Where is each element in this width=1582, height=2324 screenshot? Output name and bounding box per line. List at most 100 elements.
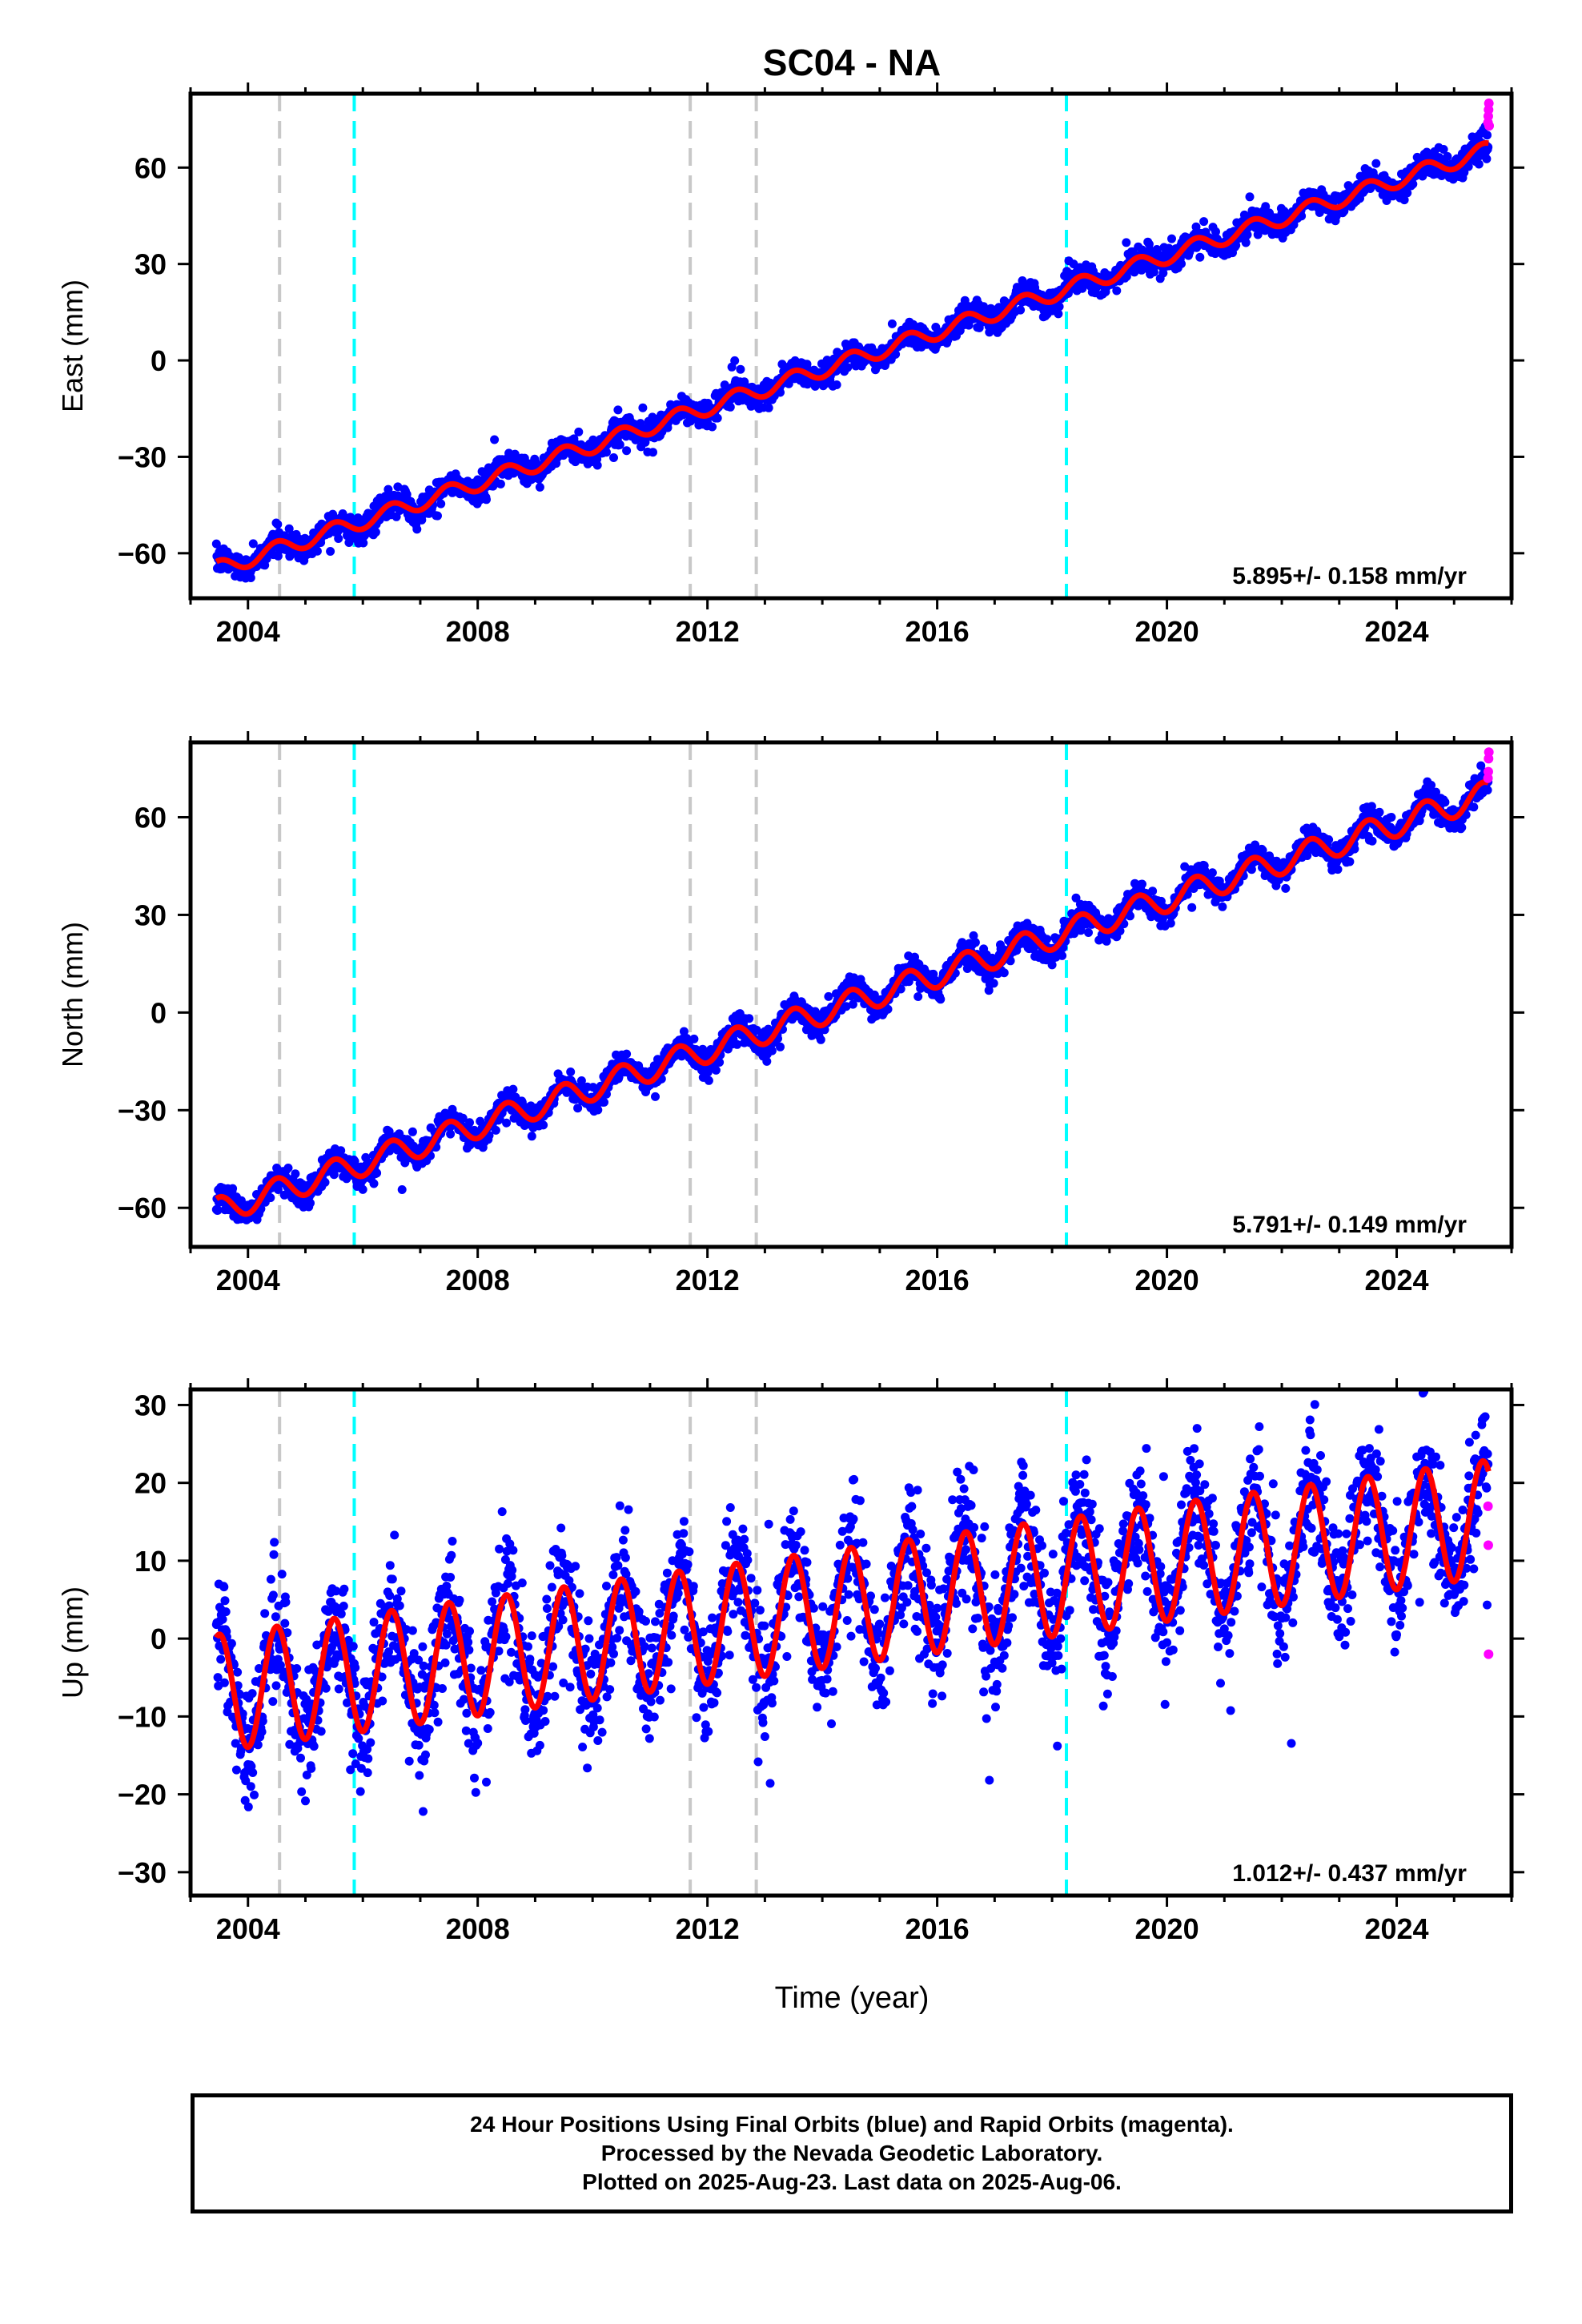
chart-title: SC04 - NA bbox=[763, 42, 941, 83]
data-point bbox=[1084, 928, 1093, 937]
data-point bbox=[816, 1035, 825, 1044]
data-point bbox=[784, 379, 793, 388]
data-point bbox=[1243, 230, 1252, 239]
data-point bbox=[496, 479, 505, 489]
data-point bbox=[824, 991, 833, 1001]
data-point bbox=[689, 1034, 699, 1043]
data-point bbox=[1199, 217, 1209, 227]
data-point bbox=[622, 1049, 632, 1059]
data-point bbox=[371, 528, 380, 537]
data-point bbox=[1122, 238, 1131, 247]
data-point bbox=[887, 319, 897, 328]
east-x-tick-label: 2024 bbox=[1364, 615, 1428, 648]
data-point bbox=[1281, 883, 1291, 893]
data-point bbox=[745, 1014, 754, 1023]
data-point bbox=[615, 440, 624, 449]
east-y-tick-label: 0 bbox=[151, 344, 167, 377]
data-point bbox=[566, 1068, 576, 1076]
data-point bbox=[593, 1105, 603, 1115]
data-point bbox=[1211, 227, 1220, 236]
east-y-axis-label: East (mm) bbox=[56, 279, 89, 412]
data-point bbox=[372, 1168, 382, 1178]
data-point bbox=[1253, 230, 1263, 239]
data-point bbox=[248, 539, 258, 549]
data-point bbox=[482, 495, 491, 505]
data-point bbox=[891, 349, 901, 359]
data-point bbox=[776, 388, 785, 397]
east-x-tick-label: 2004 bbox=[216, 615, 280, 648]
data-point bbox=[725, 402, 735, 412]
data-point bbox=[326, 547, 335, 556]
data-point bbox=[1207, 868, 1217, 878]
data-point bbox=[574, 427, 584, 436]
east-x-tick-label: 2012 bbox=[676, 615, 740, 648]
data-point bbox=[764, 403, 773, 412]
data-point bbox=[312, 546, 322, 556]
data-point bbox=[502, 1118, 512, 1128]
data-point bbox=[1187, 903, 1197, 912]
data-point bbox=[1167, 234, 1176, 243]
data-point bbox=[359, 538, 368, 548]
data-point bbox=[527, 1132, 536, 1141]
data-point bbox=[1138, 879, 1146, 889]
data-point bbox=[508, 1084, 518, 1094]
data-point bbox=[1158, 268, 1168, 278]
data-point bbox=[1042, 935, 1051, 944]
data-point bbox=[833, 348, 842, 357]
east-plot-area bbox=[211, 94, 1495, 598]
data-point bbox=[490, 435, 500, 444]
data-point bbox=[213, 1205, 223, 1215]
data-point bbox=[1218, 902, 1227, 911]
data-point bbox=[1439, 145, 1448, 154]
data-point bbox=[651, 1092, 660, 1101]
data-point bbox=[1464, 162, 1473, 171]
data-point bbox=[1231, 240, 1241, 250]
data-point bbox=[1371, 159, 1381, 168]
data-point bbox=[246, 573, 255, 582]
data-point bbox=[777, 360, 787, 369]
data-point bbox=[592, 460, 602, 470]
data-point bbox=[999, 968, 1009, 978]
data-point bbox=[1483, 131, 1492, 140]
data-point bbox=[358, 1184, 367, 1194]
data-point bbox=[776, 1042, 785, 1051]
data-point bbox=[539, 1120, 548, 1130]
east-rapid-orbit-point bbox=[1484, 99, 1494, 109]
data-point bbox=[1054, 302, 1064, 312]
data-point bbox=[1241, 238, 1251, 247]
data-point bbox=[832, 380, 841, 389]
data-point bbox=[708, 422, 717, 432]
east-y-tick-label: −30 bbox=[118, 440, 167, 473]
data-point bbox=[369, 1179, 379, 1188]
data-point bbox=[1177, 259, 1186, 268]
data-point bbox=[1112, 286, 1122, 296]
data-point bbox=[985, 328, 994, 337]
data-point bbox=[648, 448, 657, 457]
north-final-orbit-points bbox=[211, 761, 1493, 1224]
east-plot-frame bbox=[188, 91, 1514, 601]
data-point bbox=[613, 405, 623, 415]
data-point bbox=[1016, 305, 1026, 315]
data-point bbox=[609, 453, 618, 462]
data-point bbox=[1058, 951, 1067, 960]
east-x-tick-label: 2008 bbox=[446, 615, 510, 648]
data-point bbox=[383, 485, 393, 494]
data-point bbox=[1443, 151, 1452, 161]
data-point bbox=[622, 446, 632, 456]
data-point bbox=[1245, 192, 1255, 202]
east-y-tick-label: −60 bbox=[118, 537, 167, 570]
east-panel: 2004 2008 2012 2016 2020 2024−60−3003060East … bbox=[56, 82, 1524, 648]
data-point bbox=[412, 525, 422, 534]
data-point bbox=[273, 520, 283, 529]
data-point bbox=[1148, 887, 1158, 896]
panels: 2004 2008 2012 2016 2020 2024−60−3003060East … bbox=[56, 82, 1524, 1945]
data-point bbox=[291, 1169, 300, 1179]
data-point bbox=[913, 992, 923, 1001]
data-point bbox=[730, 356, 740, 365]
east-model-fit-line bbox=[214, 140, 1492, 571]
east-x-tick-label: 2020 bbox=[1135, 615, 1199, 648]
data-point bbox=[638, 403, 648, 412]
data-point bbox=[704, 1076, 713, 1085]
data-point bbox=[266, 1193, 275, 1203]
data-point bbox=[1191, 222, 1201, 231]
